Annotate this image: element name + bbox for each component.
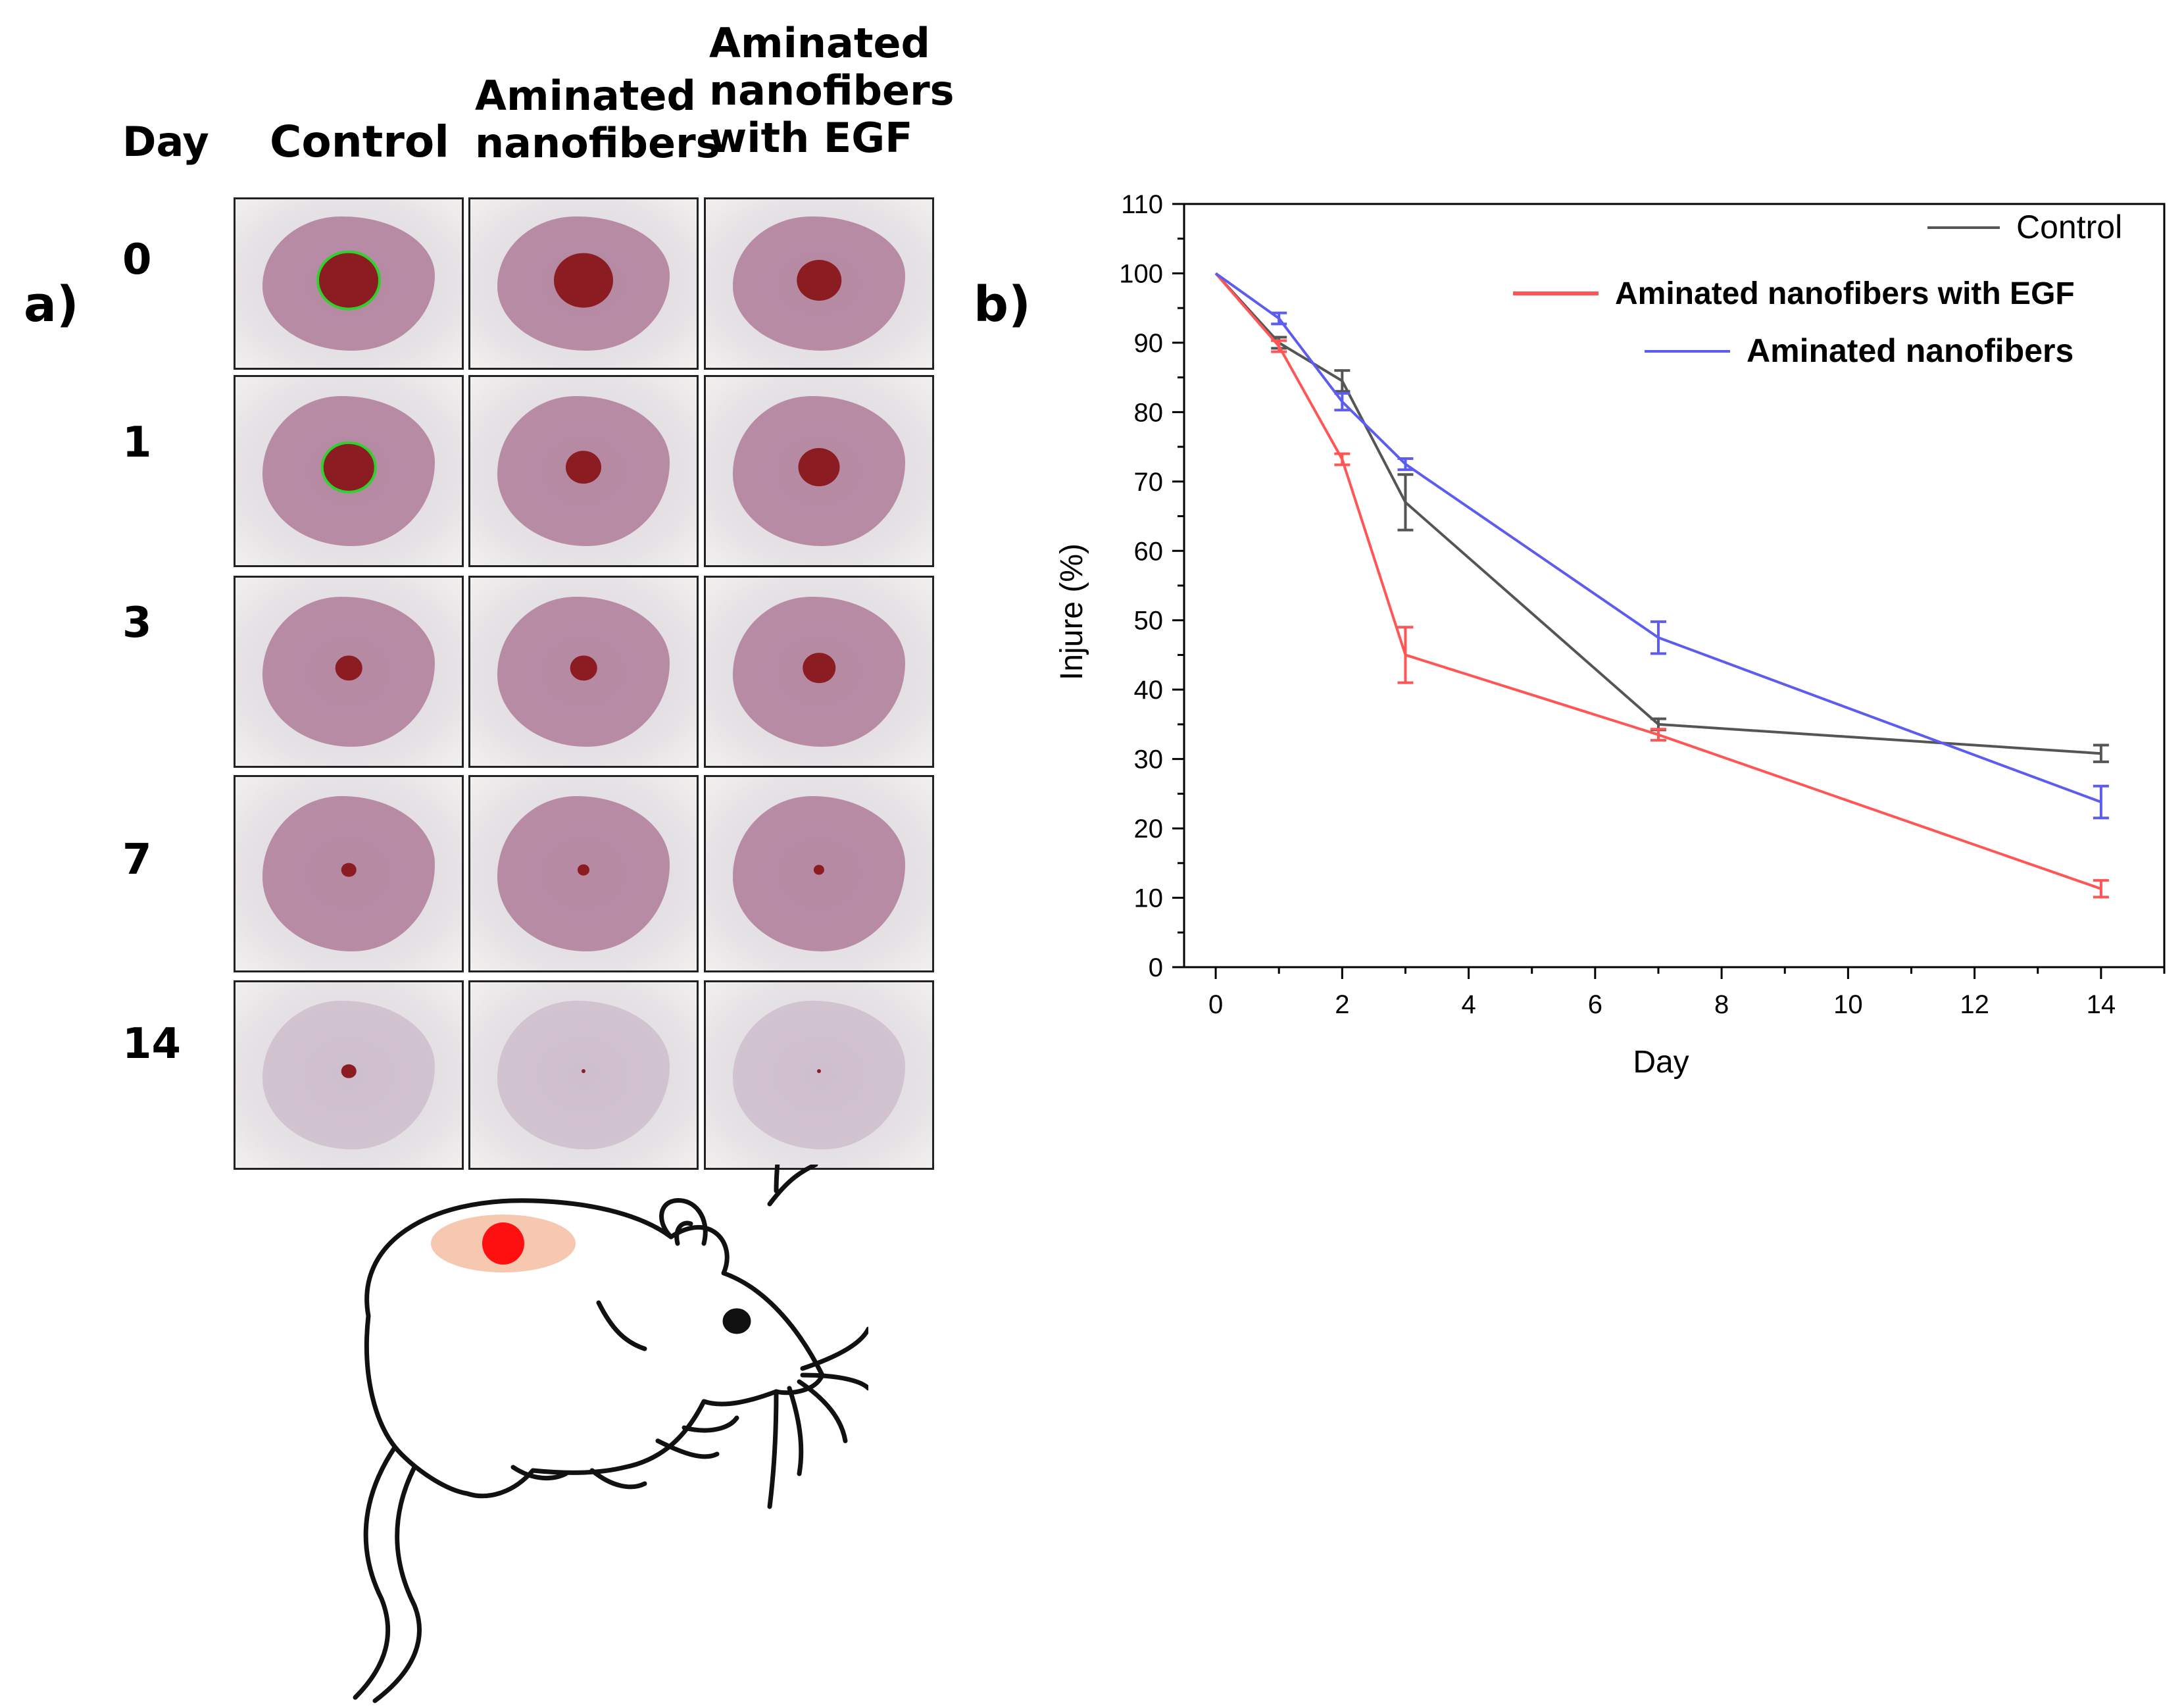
y-tick-label: 70	[1134, 468, 1164, 497]
wound-photo	[704, 980, 934, 1170]
y-tick-label: 90	[1134, 329, 1164, 358]
wound-photo	[704, 576, 934, 768]
wound-photo	[468, 980, 699, 1170]
y-tick-label: 40	[1134, 676, 1164, 705]
x-tick-label: 10	[1833, 990, 1863, 1019]
y-tick-label: 80	[1134, 398, 1164, 427]
wound-photo	[468, 375, 699, 567]
x-tick-label: 14	[2087, 990, 2116, 1019]
wound-photo	[704, 775, 934, 972]
series-line	[1214, 272, 2102, 803]
y-tick-label: 0	[1149, 953, 1163, 982]
wound-photo	[468, 576, 699, 768]
panel-a-label: a)	[24, 276, 79, 333]
day-label-3: 3	[122, 599, 152, 647]
wound-photo	[468, 775, 699, 972]
x-tick-label: 2	[1335, 990, 1349, 1019]
day-header: Day	[122, 118, 209, 166]
x-tick-label: 12	[1960, 990, 1989, 1019]
y-tick-label: 110	[1121, 190, 1163, 219]
series-line	[1214, 272, 2102, 890]
day-label-14: 14	[122, 1020, 182, 1068]
x-tick-label: 4	[1461, 990, 1476, 1019]
column-header-aminated: Aminated nanofibers	[475, 72, 720, 167]
wound-photo	[468, 197, 699, 370]
legend-label: Aminated nanofibers	[1747, 332, 2073, 369]
wound-photo	[234, 980, 464, 1170]
wound-photo	[234, 375, 464, 567]
y-axis-label: Injure (%)	[1055, 543, 1089, 680]
column-header-control: Control	[270, 116, 449, 167]
wound-photo	[234, 197, 464, 370]
y-tick-label: 50	[1134, 607, 1164, 636]
y-tick-label: 60	[1134, 537, 1164, 566]
wound-photo	[704, 375, 934, 567]
injury-line-chart: 0 10 20 30 40 50 60 70 80 90 100 110 0 2 4 6 8 10 12 14 Day I…	[1055, 190, 2166, 1080]
series-line	[1214, 272, 2102, 755]
legend-label: Control	[2016, 209, 2122, 245]
x-tick-label: 8	[1714, 990, 1729, 1019]
panel-b-label: b)	[974, 276, 1031, 333]
x-axis-label: Day	[1633, 1045, 1689, 1080]
plot-frame	[1183, 203, 2166, 968]
wound-photo	[234, 576, 464, 768]
mouse-illustration	[353, 1165, 868, 1703]
legend-label: Aminated nanofibers with EGF	[1615, 276, 2075, 311]
wound-spot	[482, 1222, 524, 1265]
day-label-7: 7	[122, 836, 152, 884]
y-tick-label: 100	[1119, 259, 1163, 288]
day-label-0: 0	[122, 236, 152, 284]
day-label-1: 1	[122, 418, 152, 467]
y-tick-label: 10	[1134, 884, 1164, 913]
y-tick-label: 30	[1134, 745, 1164, 774]
wound-photo	[234, 775, 464, 972]
column-header-aminated-egf: Aminated nanofibers with EGF	[709, 19, 955, 162]
y-tick-label: 20	[1134, 815, 1164, 843]
wound-photo	[704, 197, 934, 370]
x-tick-label: 0	[1208, 990, 1223, 1019]
x-tick-label: 6	[1588, 990, 1602, 1019]
